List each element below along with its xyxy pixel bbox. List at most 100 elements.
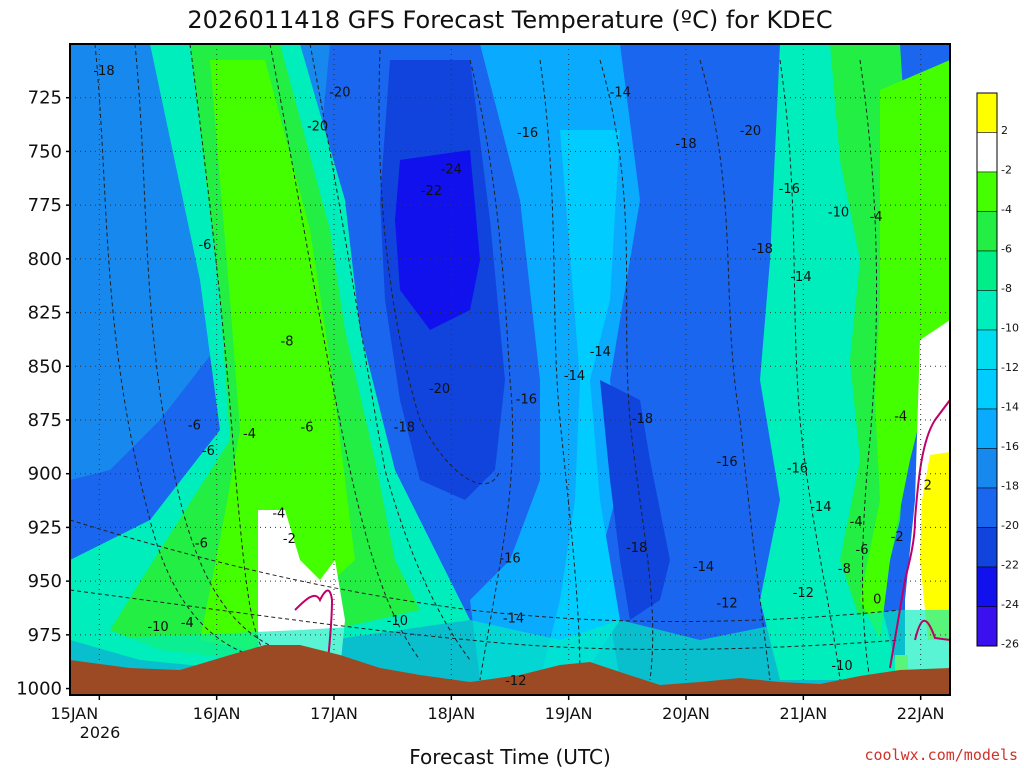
contour-value-label: -14 — [790, 270, 811, 285]
colorbar-swatch — [976, 329, 998, 370]
y-tick-label: 875 — [28, 410, 62, 431]
y-tick-label: 825 — [28, 303, 62, 324]
freezing-line — [294, 399, 951, 669]
x-tick-label: 21JAN — [779, 704, 827, 723]
contour-value-label: -14 — [503, 612, 524, 627]
credit-text: coolwx.com/models — [864, 746, 1018, 764]
contour-value-label: -2 — [891, 530, 904, 545]
contour-value-label: -18 — [632, 412, 653, 427]
plot-frame — [69, 43, 951, 696]
contour-value-label: -4 — [870, 210, 883, 225]
chart-title: 2026011418 GFS Forecast Temperature (ºC)… — [187, 6, 832, 34]
colorbar-label: 2 — [1001, 124, 1008, 137]
contour-value-label: -10 — [831, 659, 852, 674]
contour-value-label: -20 — [429, 382, 450, 397]
y-tick-label: 850 — [28, 356, 62, 377]
contour-value-label: -2 — [283, 532, 296, 547]
colorbar-label: -12 — [1001, 361, 1019, 374]
x-tick-label: 19JAN — [545, 704, 593, 723]
contour-value-label: -14 — [693, 560, 714, 575]
x-tick-label: 18JAN — [427, 704, 475, 723]
contour-value-label: -12 — [505, 674, 526, 689]
y-tick-label: 1000 — [16, 679, 62, 700]
contour-value-label: -4 — [894, 410, 907, 425]
colorbar-label: -20 — [1001, 519, 1019, 532]
contour-value-label: -6 — [188, 418, 201, 433]
x-tick-label: 16JAN — [193, 704, 241, 723]
contour-value-label: -4 — [272, 506, 285, 521]
x-tick-label: 15JAN — [50, 704, 98, 723]
y-tick-label: 975 — [28, 625, 62, 646]
contour-value-label: -8 — [838, 562, 851, 577]
contour-value-label: -14 — [610, 85, 631, 100]
colorbar-label: -8 — [1001, 282, 1012, 295]
colorbar-swatch — [976, 606, 998, 647]
grid — [70, 44, 950, 695]
y-tick-label: 750 — [28, 141, 62, 162]
colorbar-frame — [976, 92, 998, 647]
colorbar-label: -14 — [1001, 401, 1019, 414]
contour-value-label: -4 — [850, 515, 863, 530]
colorbar-label: -24 — [1001, 598, 1019, 611]
contour-value-label: -20 — [329, 85, 350, 100]
colorbar-label: -18 — [1001, 480, 1019, 493]
contour-value-label: -14 — [590, 345, 611, 360]
x-tick-label: 20JAN — [662, 704, 710, 723]
contour-value-label: -16 — [517, 126, 538, 141]
y-tick-label: 900 — [28, 464, 62, 485]
contour-value-label: -4 — [181, 616, 194, 631]
x-axis-label: Forecast Time (UTC) — [409, 745, 611, 768]
contour-value-label: 2 — [924, 478, 932, 493]
contour-value-label: -14 — [810, 500, 831, 515]
colorbar-swatch — [976, 566, 998, 607]
contour-value-label: -6 — [202, 444, 215, 459]
contour-value-label: -6 — [198, 238, 211, 253]
contour-value-label: -6 — [195, 536, 208, 551]
y-tick-label: 950 — [28, 571, 62, 592]
contour-value-label: -16 — [516, 393, 537, 408]
contour-value-label: -10 — [828, 206, 849, 221]
contour-value-label: -18 — [752, 242, 773, 257]
y-tick-label: 925 — [28, 517, 62, 538]
contour-value-label: -12 — [716, 597, 737, 612]
contour-value-label: -22 — [421, 184, 442, 199]
contour-value-label: -4 — [243, 427, 256, 442]
colorbar-label: -26 — [1001, 638, 1019, 651]
contour-value-label: -6 — [856, 543, 869, 558]
colorbar: 2 -2 -4 -6 -8 -10 -12 -14 -16 -18 -20 -22 -24 -26 — [976, 92, 1019, 651]
x-tick-label: 17JAN — [310, 704, 358, 723]
contour-value-label: -18 — [675, 137, 696, 152]
contour-value-label: -16 — [779, 182, 800, 197]
contour-lines — [70, 44, 901, 681]
colorbar-swatch — [976, 290, 998, 331]
y-axis: 725 750 775 800 825 850 875 900 925 950 975 1000 — [16, 88, 70, 700]
y-tick-label: 800 — [28, 249, 62, 270]
x-year-label: 2026 — [80, 723, 121, 742]
contour-value-label: -18 — [626, 541, 647, 556]
x-axis: 15JAN 16JAN 17JAN 18JAN 19JAN 20JAN 21JAN 22JAN — [50, 695, 945, 723]
colorbar-swatch — [976, 171, 998, 212]
contour-value-label: -20 — [740, 124, 761, 139]
colorbar-swatch — [976, 448, 998, 489]
colorbar-label: -4 — [1001, 203, 1012, 216]
colorbar-label: -22 — [1001, 559, 1019, 572]
contour-value-label: -16 — [716, 455, 737, 470]
colorbar-swatch — [976, 211, 998, 252]
colorbar-swatch — [976, 92, 998, 133]
x-tick-label: 22JAN — [897, 704, 945, 723]
colorbar-swatch — [976, 369, 998, 410]
y-tick-label: 725 — [28, 88, 62, 109]
colorbar-swatch — [976, 408, 998, 449]
colorbar-swatch — [976, 487, 998, 528]
colorbar-label: -16 — [1001, 440, 1019, 453]
contour-value-label: -8 — [281, 334, 294, 349]
contour-value-label: -10 — [147, 620, 168, 635]
colorbar-label: -10 — [1001, 322, 1019, 335]
y-tick-label: 775 — [28, 195, 62, 216]
terrain-ground — [70, 645, 950, 695]
contour-value-label: -10 — [387, 614, 408, 629]
contour-value-label: -6 — [301, 420, 314, 435]
colorbar-swatch — [976, 527, 998, 568]
contour-value-label: -18 — [394, 420, 415, 435]
